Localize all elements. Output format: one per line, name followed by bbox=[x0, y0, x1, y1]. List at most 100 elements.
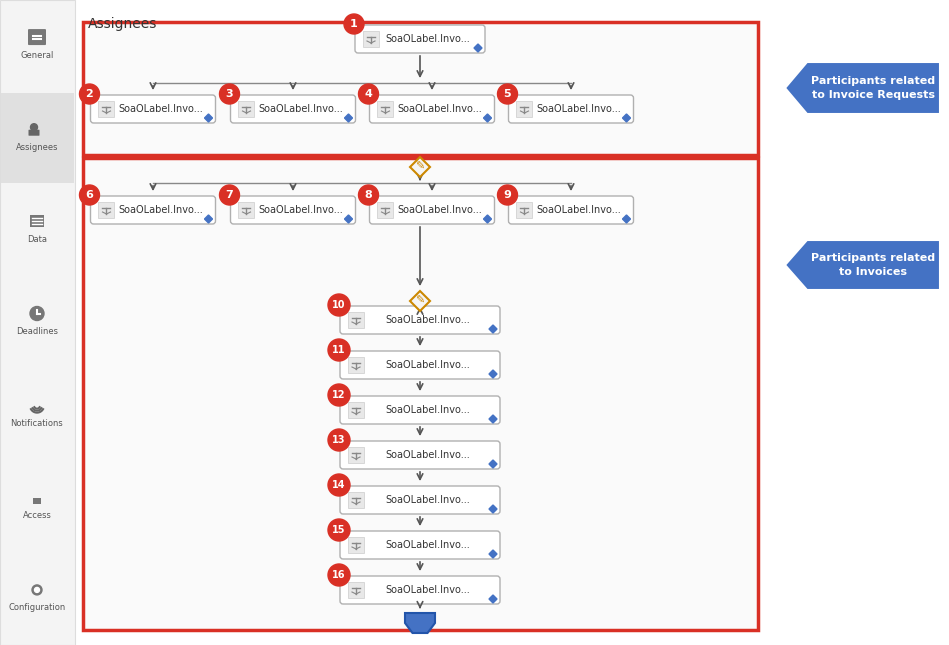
Text: SoaOLabel.Invo...: SoaOLabel.Invo... bbox=[536, 104, 622, 114]
Text: SoaOLabel.Invo...: SoaOLabel.Invo... bbox=[385, 405, 471, 415]
Bar bbox=[83, 158, 758, 630]
Text: SoaOLabel.Invo...: SoaOLabel.Invo... bbox=[385, 495, 471, 505]
Circle shape bbox=[328, 564, 350, 586]
Text: 4: 4 bbox=[364, 89, 372, 99]
Circle shape bbox=[80, 84, 100, 104]
Polygon shape bbox=[344, 215, 352, 223]
Text: SoaOLabel.Invo...: SoaOLabel.Invo... bbox=[385, 450, 471, 460]
FancyBboxPatch shape bbox=[340, 576, 500, 604]
FancyBboxPatch shape bbox=[340, 351, 500, 379]
FancyBboxPatch shape bbox=[28, 130, 40, 135]
Circle shape bbox=[328, 339, 350, 361]
FancyBboxPatch shape bbox=[340, 531, 500, 559]
Text: SoaOLabel.Invo...: SoaOLabel.Invo... bbox=[259, 104, 344, 114]
Text: ✎: ✎ bbox=[416, 296, 425, 306]
Polygon shape bbox=[204, 215, 213, 223]
Bar bbox=[516, 101, 532, 117]
Polygon shape bbox=[623, 215, 630, 223]
Bar bbox=[348, 492, 364, 508]
Polygon shape bbox=[344, 114, 352, 122]
Text: SoaOLabel.Invo...: SoaOLabel.Invo... bbox=[385, 540, 471, 550]
Text: 5: 5 bbox=[504, 89, 512, 99]
FancyBboxPatch shape bbox=[340, 486, 500, 514]
FancyBboxPatch shape bbox=[231, 95, 356, 123]
FancyBboxPatch shape bbox=[509, 95, 634, 123]
Bar bbox=[33, 498, 41, 504]
FancyBboxPatch shape bbox=[509, 196, 634, 224]
Polygon shape bbox=[483, 215, 492, 223]
Text: 14: 14 bbox=[332, 480, 345, 490]
Bar bbox=[348, 312, 364, 328]
Bar bbox=[516, 202, 532, 218]
Circle shape bbox=[219, 185, 239, 205]
Bar bbox=[30, 215, 44, 227]
Bar bbox=[83, 22, 758, 155]
Polygon shape bbox=[489, 595, 497, 603]
Polygon shape bbox=[410, 157, 430, 177]
Circle shape bbox=[328, 294, 350, 316]
Text: 7: 7 bbox=[226, 190, 233, 200]
Polygon shape bbox=[785, 62, 940, 114]
Text: SoaOLabel.Invo...: SoaOLabel.Invo... bbox=[119, 104, 203, 114]
Text: General: General bbox=[20, 50, 54, 59]
Polygon shape bbox=[489, 415, 497, 423]
Text: Data: Data bbox=[27, 235, 47, 244]
Text: Deadlines: Deadlines bbox=[16, 327, 58, 336]
Bar bbox=[99, 202, 115, 218]
Bar bbox=[348, 537, 364, 553]
Polygon shape bbox=[489, 370, 497, 378]
FancyBboxPatch shape bbox=[369, 95, 494, 123]
Circle shape bbox=[34, 588, 40, 592]
Polygon shape bbox=[489, 550, 497, 558]
Circle shape bbox=[497, 84, 517, 104]
Polygon shape bbox=[204, 114, 213, 122]
Polygon shape bbox=[489, 325, 497, 333]
Text: SoaOLabel.Invo...: SoaOLabel.Invo... bbox=[398, 205, 482, 215]
Text: SoaOLabel.Invo...: SoaOLabel.Invo... bbox=[398, 104, 482, 114]
Polygon shape bbox=[410, 291, 430, 311]
Bar bbox=[348, 402, 364, 418]
Bar bbox=[1, 93, 74, 183]
Circle shape bbox=[359, 84, 379, 104]
Circle shape bbox=[344, 14, 364, 34]
Text: SoaOLabel.Invo...: SoaOLabel.Invo... bbox=[385, 360, 471, 370]
Text: 2: 2 bbox=[85, 89, 93, 99]
Circle shape bbox=[328, 429, 350, 451]
Text: SoaOLabel.Invo...: SoaOLabel.Invo... bbox=[385, 34, 471, 44]
Text: 16: 16 bbox=[332, 570, 345, 580]
Text: Participants related
to Invoices: Participants related to Invoices bbox=[811, 253, 936, 277]
FancyBboxPatch shape bbox=[369, 196, 494, 224]
Circle shape bbox=[30, 306, 44, 321]
Bar bbox=[99, 101, 115, 117]
Text: SoaOLabel.Invo...: SoaOLabel.Invo... bbox=[259, 205, 344, 215]
Text: SoaOLabel.Invo...: SoaOLabel.Invo... bbox=[385, 585, 471, 595]
Circle shape bbox=[328, 384, 350, 406]
FancyBboxPatch shape bbox=[355, 25, 485, 53]
Polygon shape bbox=[785, 240, 940, 290]
FancyBboxPatch shape bbox=[90, 196, 215, 224]
Bar bbox=[238, 202, 254, 218]
FancyBboxPatch shape bbox=[340, 396, 500, 424]
Text: Configuration: Configuration bbox=[9, 604, 65, 613]
Bar bbox=[378, 202, 394, 218]
Text: 10: 10 bbox=[332, 300, 345, 310]
Circle shape bbox=[359, 185, 379, 205]
Circle shape bbox=[328, 519, 350, 541]
Text: 15: 15 bbox=[332, 525, 345, 535]
Text: 6: 6 bbox=[85, 190, 93, 200]
Circle shape bbox=[32, 585, 42, 595]
FancyBboxPatch shape bbox=[28, 29, 46, 45]
FancyBboxPatch shape bbox=[231, 196, 356, 224]
Bar bbox=[348, 447, 364, 463]
Text: Participants related
to Invoice Requests: Participants related to Invoice Requests bbox=[811, 76, 936, 99]
Text: 3: 3 bbox=[226, 89, 233, 99]
Text: ✎: ✎ bbox=[416, 162, 425, 172]
Bar bbox=[348, 582, 364, 598]
Polygon shape bbox=[405, 613, 435, 633]
Polygon shape bbox=[474, 44, 482, 52]
Polygon shape bbox=[489, 460, 497, 468]
Circle shape bbox=[497, 185, 517, 205]
Text: Access: Access bbox=[23, 511, 51, 521]
Text: SoaOLabel.Invo...: SoaOLabel.Invo... bbox=[119, 205, 203, 215]
Text: SoaOLabel.Invo...: SoaOLabel.Invo... bbox=[385, 315, 471, 325]
